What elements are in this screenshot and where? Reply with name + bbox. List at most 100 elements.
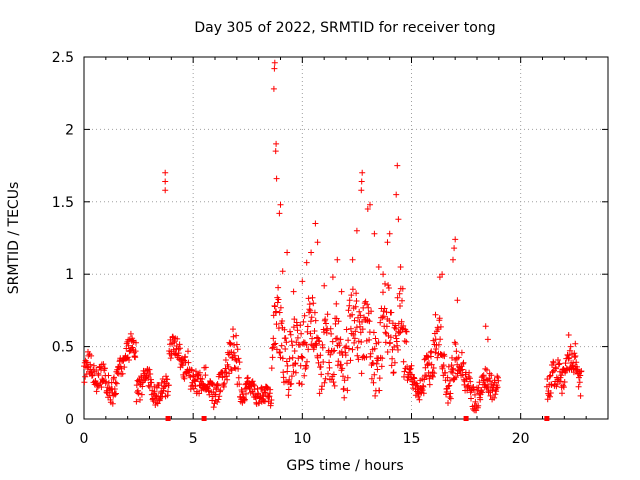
data-point <box>479 389 486 396</box>
data-point <box>358 370 365 377</box>
data-point <box>414 383 421 390</box>
data-point <box>296 341 303 348</box>
x-tick-label: 0 <box>80 431 89 447</box>
data-point <box>226 370 233 377</box>
data-point <box>330 348 337 355</box>
data-point <box>375 339 382 346</box>
data-point <box>467 378 474 385</box>
data-point <box>401 368 408 375</box>
data-point <box>358 178 365 185</box>
data-point <box>279 355 286 362</box>
data-point <box>385 285 392 291</box>
data-point <box>288 380 295 387</box>
y-axis-title: SRMTID / TECUs <box>6 182 22 295</box>
data-point <box>387 339 394 346</box>
data-point <box>399 285 406 292</box>
data-point <box>233 341 240 348</box>
data-point <box>292 369 299 376</box>
data-point <box>495 377 502 384</box>
data-point <box>423 373 430 380</box>
data-point <box>436 315 443 322</box>
data-point <box>286 355 293 362</box>
data-point <box>550 359 557 366</box>
data-point <box>322 316 329 323</box>
data-point <box>241 396 248 403</box>
data-point <box>547 393 553 400</box>
data-point <box>212 391 219 398</box>
data-point <box>416 396 423 403</box>
data-point <box>435 341 442 348</box>
data-point <box>329 274 336 281</box>
data-point <box>380 289 386 296</box>
gap-markers <box>165 416 550 421</box>
data-point <box>396 290 403 297</box>
data-point <box>301 312 308 319</box>
data-point <box>373 360 380 367</box>
data-point <box>138 391 145 398</box>
data-point <box>559 390 565 397</box>
data-point <box>351 335 358 342</box>
data-point <box>360 304 367 311</box>
data-points <box>81 59 585 414</box>
data-point <box>303 341 310 348</box>
data-point <box>453 374 459 381</box>
data-point <box>192 376 199 383</box>
data-point <box>213 382 220 389</box>
data-point <box>137 396 143 403</box>
data-point <box>327 351 334 358</box>
data-point <box>401 338 408 344</box>
data-point <box>235 374 242 381</box>
data-point <box>199 376 206 382</box>
data-point <box>377 319 384 326</box>
data-point <box>334 256 341 263</box>
data-point <box>449 354 455 361</box>
data-point <box>93 388 100 395</box>
data-point <box>244 374 251 381</box>
data-point <box>271 341 278 348</box>
data-point <box>359 326 366 333</box>
data-point <box>189 367 195 374</box>
data-point <box>421 356 428 363</box>
data-point <box>430 365 437 371</box>
data-point <box>472 398 479 405</box>
data-point <box>325 370 331 377</box>
data-point <box>561 379 568 385</box>
data-point <box>326 359 333 366</box>
data-point <box>270 335 277 342</box>
data-point <box>158 380 165 386</box>
data-point <box>233 332 240 339</box>
data-point <box>88 352 95 359</box>
data-point <box>222 357 229 363</box>
data-point <box>318 371 325 378</box>
data-point <box>273 140 280 147</box>
data-point <box>288 338 295 345</box>
data-point <box>560 382 567 389</box>
data-point <box>352 328 359 335</box>
data-point <box>387 334 394 341</box>
data-point <box>303 259 310 266</box>
data-point <box>345 337 352 344</box>
data-point <box>337 336 344 343</box>
data-point <box>575 383 582 390</box>
data-point <box>391 359 398 366</box>
data-point <box>384 239 391 246</box>
data-point <box>311 328 318 334</box>
data-point <box>210 404 217 411</box>
data-point <box>451 245 458 252</box>
data-point <box>271 59 278 66</box>
data-point <box>329 338 336 345</box>
data-point <box>494 373 501 380</box>
data-point <box>303 364 310 370</box>
x-axis-title: GPS time / hours <box>286 458 403 474</box>
data-point <box>484 336 491 343</box>
data-point <box>304 328 311 335</box>
data-point <box>482 323 489 330</box>
data-point <box>342 352 349 359</box>
data-point <box>312 341 319 348</box>
data-point <box>127 330 134 337</box>
data-point <box>294 327 301 334</box>
data-point <box>335 318 342 325</box>
data-point <box>215 382 221 389</box>
data-point <box>283 339 290 346</box>
data-point <box>317 363 324 370</box>
